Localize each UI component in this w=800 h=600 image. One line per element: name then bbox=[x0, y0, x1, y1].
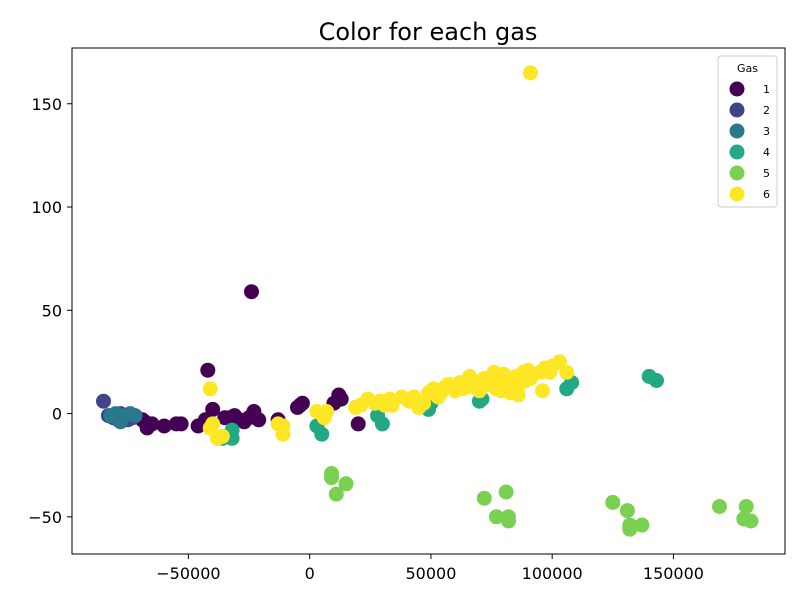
data-point-gas-1 bbox=[244, 284, 259, 300]
plot-area bbox=[71, 47, 786, 555]
data-point-gas-2 bbox=[96, 393, 111, 409]
data-point-gas-5 bbox=[501, 509, 516, 525]
data-point-gas-5 bbox=[324, 470, 339, 486]
data-point-gas-1 bbox=[294, 395, 310, 411]
data-point-gas-6 bbox=[202, 381, 218, 397]
data-point-gas-4 bbox=[649, 373, 664, 388]
legend-title: Gas bbox=[737, 62, 758, 75]
data-point-gas-5 bbox=[338, 476, 354, 492]
data-point-gas-1 bbox=[205, 401, 221, 417]
data-point-gas-5 bbox=[712, 499, 727, 514]
data-point-gas-5 bbox=[738, 499, 754, 514]
legend-label-gas-5: 5 bbox=[763, 167, 770, 180]
data-point-gas-5 bbox=[605, 494, 621, 510]
data-point-gas-1 bbox=[333, 391, 349, 407]
y-tick-label: 100 bbox=[31, 198, 62, 217]
y-tick-label: 150 bbox=[31, 95, 62, 114]
data-point-gas-5 bbox=[634, 517, 650, 533]
data-point-gas-6 bbox=[510, 387, 526, 403]
data-point-gas-6 bbox=[440, 377, 456, 393]
legend-marker-gas-6 bbox=[729, 186, 745, 202]
chart-title: Color for each gas bbox=[319, 18, 538, 46]
data-point-gas-6 bbox=[559, 364, 575, 380]
y-tick-label: −50 bbox=[28, 508, 62, 527]
data-point-gas-1 bbox=[200, 362, 216, 378]
data-point-gas-5 bbox=[328, 486, 344, 502]
x-tick-label: 0 bbox=[305, 564, 315, 583]
y-tick-label: 50 bbox=[42, 301, 62, 320]
legend-marker-gas-4 bbox=[729, 144, 745, 160]
data-point-gas-5 bbox=[498, 484, 514, 500]
y-axis: −50 0 50 100 150 bbox=[28, 95, 72, 527]
data-point-gas-6 bbox=[522, 65, 538, 81]
data-point-gas-1 bbox=[350, 416, 366, 432]
x-axis: −50000 0 50000 100000 150000 bbox=[156, 554, 704, 583]
data-point-gas-5 bbox=[619, 503, 635, 519]
data-point-gas-6 bbox=[202, 420, 218, 436]
data-point-gas-3 bbox=[127, 408, 143, 424]
data-point-gas-6 bbox=[214, 428, 230, 444]
data-point-gas-5 bbox=[476, 490, 492, 506]
y-tick-label: 0 bbox=[52, 405, 62, 424]
x-tick-label: 100000 bbox=[522, 564, 583, 583]
legend-label-gas-3: 3 bbox=[763, 125, 770, 138]
data-point-gas-5 bbox=[488, 509, 504, 525]
data-point-gas-6 bbox=[535, 383, 550, 399]
data-point-gas-5 bbox=[622, 517, 638, 533]
data-point-gas-1 bbox=[173, 416, 189, 432]
legend: Gas 1 2 3 4 5 6 bbox=[717, 55, 778, 208]
x-tick-label: 150000 bbox=[643, 564, 704, 583]
legend-marker-gas-3 bbox=[729, 123, 745, 139]
legend-marker-gas-2 bbox=[729, 102, 745, 118]
legend-label-gas-4: 4 bbox=[763, 146, 770, 159]
data-point-gas-1 bbox=[156, 418, 172, 434]
legend-entries: 1 2 3 4 5 6 bbox=[729, 81, 770, 202]
data-point-gas-6 bbox=[275, 426, 291, 442]
legend-label-gas-1: 1 bbox=[763, 83, 770, 96]
points-layer bbox=[96, 65, 759, 537]
data-point-gas-6 bbox=[319, 404, 335, 419]
data-point-gas-1 bbox=[251, 412, 267, 428]
legend-marker-gas-1 bbox=[729, 81, 745, 97]
x-tick-label: −50000 bbox=[156, 564, 220, 583]
legend-label-gas-2: 2 bbox=[763, 104, 770, 117]
data-point-gas-4 bbox=[314, 426, 330, 442]
axes-frame bbox=[71, 47, 786, 555]
legend-marker-gas-5 bbox=[729, 165, 745, 181]
data-point-gas-4 bbox=[374, 416, 390, 432]
legend-label-gas-6: 6 bbox=[763, 188, 770, 201]
data-point-gas-5 bbox=[743, 513, 759, 529]
x-tick-label: 50000 bbox=[405, 564, 456, 583]
